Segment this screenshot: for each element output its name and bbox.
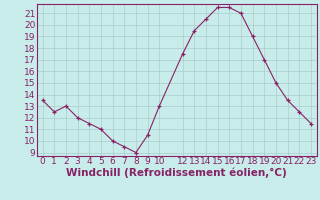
X-axis label: Windchill (Refroidissement éolien,°C): Windchill (Refroidissement éolien,°C): [67, 168, 287, 178]
